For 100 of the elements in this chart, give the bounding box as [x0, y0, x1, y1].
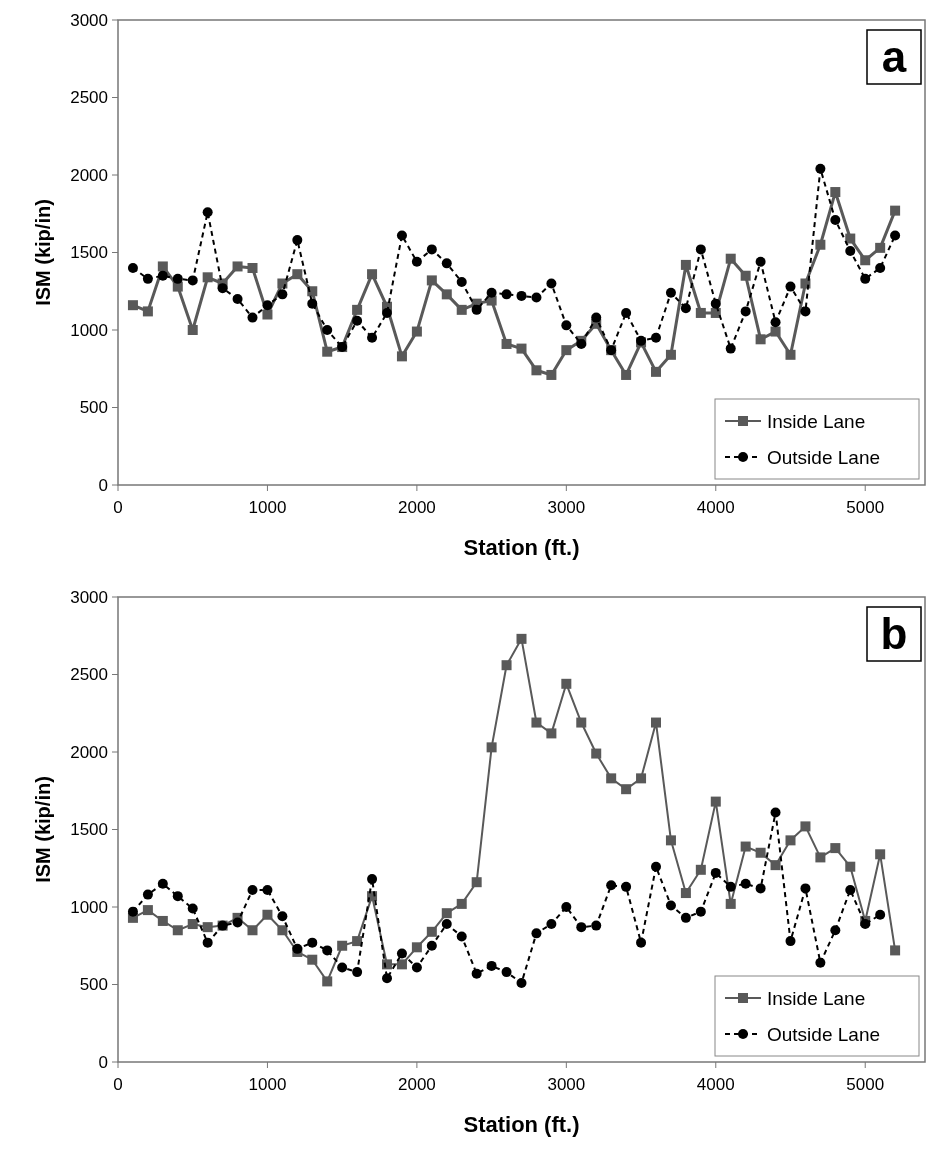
point [456, 304, 467, 315]
point [262, 300, 273, 311]
x-axis-title: Station (ft.) [463, 535, 580, 560]
legend-label: Inside Lane [767, 987, 866, 1009]
point [142, 273, 153, 284]
point [576, 717, 587, 728]
point [441, 289, 452, 300]
x-tick-label: 2000 [397, 1075, 436, 1094]
point [860, 919, 871, 930]
point [396, 948, 407, 959]
y-tick-label: 1000 [70, 320, 108, 340]
point [845, 245, 856, 256]
point [411, 326, 422, 337]
point [352, 967, 363, 978]
x-tick-label: 4000 [696, 1075, 735, 1094]
point [307, 298, 318, 309]
point [127, 263, 138, 273]
point [486, 960, 497, 971]
x-tick-label: 0 [113, 1075, 123, 1094]
point [621, 307, 632, 318]
point [456, 276, 467, 287]
point [725, 881, 736, 892]
point [680, 912, 691, 923]
point [516, 633, 527, 644]
point [546, 278, 557, 289]
point [710, 867, 721, 878]
point [127, 300, 138, 311]
point [665, 287, 676, 298]
point [277, 925, 288, 936]
point [665, 835, 676, 846]
x-tick-label: 1000 [248, 1075, 287, 1094]
point [232, 261, 243, 272]
y-tick-label: 500 [79, 398, 108, 418]
y-tick-label: 500 [79, 975, 108, 995]
y-tick-label: 1000 [70, 897, 108, 917]
point [441, 258, 452, 269]
point [187, 903, 198, 914]
point [621, 881, 632, 892]
point [501, 338, 512, 349]
point [830, 214, 841, 225]
point [501, 967, 512, 978]
point [890, 230, 901, 241]
point [875, 909, 886, 920]
point [426, 940, 437, 951]
point [187, 919, 198, 930]
point [770, 317, 781, 328]
legend-label: Outside Lane [767, 1023, 881, 1045]
point [665, 349, 676, 360]
point [157, 270, 168, 281]
point [531, 928, 542, 939]
point [531, 717, 542, 728]
point [591, 748, 602, 759]
point [426, 275, 437, 286]
point [695, 307, 706, 318]
point [187, 325, 198, 335]
point [815, 852, 826, 863]
point [755, 256, 766, 267]
y-tick-label: 2500 [70, 88, 108, 108]
point [187, 275, 198, 286]
point [411, 256, 422, 267]
point [621, 369, 632, 380]
y-tick-label: 0 [98, 475, 108, 495]
point [651, 717, 661, 728]
point [322, 346, 333, 357]
point [396, 351, 407, 362]
point [561, 902, 572, 912]
point [606, 773, 617, 784]
point [501, 660, 512, 671]
point [875, 849, 886, 860]
x-tick-label: 5000 [846, 1075, 885, 1094]
point [426, 244, 437, 255]
point [606, 880, 617, 891]
point [367, 269, 378, 280]
point [785, 349, 796, 360]
point [636, 773, 647, 784]
point [890, 945, 901, 956]
point [142, 306, 153, 317]
point [516, 290, 527, 301]
point [142, 905, 153, 916]
point [307, 937, 318, 948]
point [561, 678, 572, 689]
point [396, 230, 407, 241]
x-tick-label: 2000 [397, 498, 436, 517]
point [157, 878, 168, 889]
legend-label: Outside Lane [767, 446, 881, 468]
point [800, 306, 811, 317]
point [262, 309, 273, 320]
point [247, 312, 258, 323]
point [621, 784, 632, 795]
point [740, 841, 751, 852]
y-tick-label: 2500 [70, 665, 108, 685]
point [680, 303, 691, 314]
point [307, 954, 318, 965]
point [875, 263, 886, 273]
point [157, 915, 168, 926]
point [651, 366, 661, 377]
point [710, 298, 721, 309]
point [755, 334, 766, 345]
point [367, 332, 378, 343]
point [202, 937, 213, 948]
